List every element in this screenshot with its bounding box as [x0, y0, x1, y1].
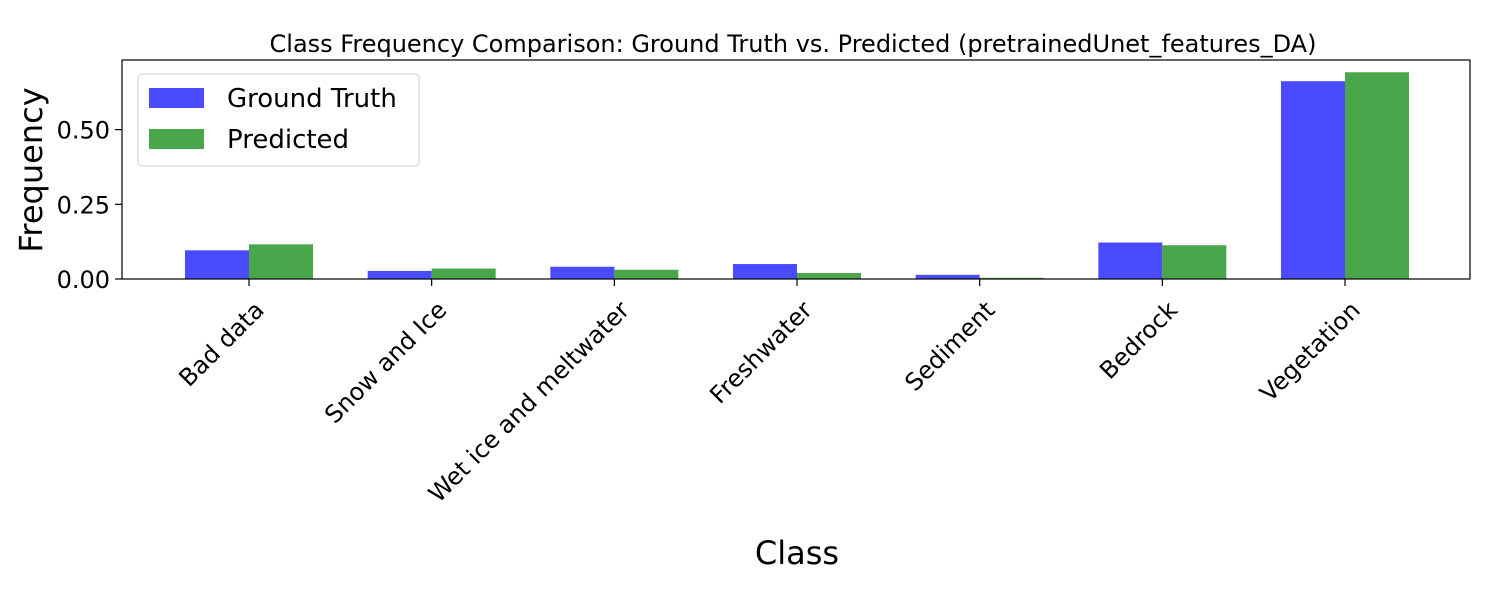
legend-label-ground-truth: Ground Truth [227, 84, 397, 114]
x-tick-label: Snow and Ice [319, 296, 452, 429]
x-tick-label: Bedrock [1094, 296, 1183, 385]
x-tick-label: Freshwater [704, 296, 817, 409]
bar-ground-truth [915, 274, 980, 279]
legend-label-predicted: Predicted [227, 125, 349, 155]
y-tick-label: 0.50 [57, 117, 110, 145]
bar-ground-truth [1098, 242, 1163, 279]
bar-predicted [1162, 245, 1227, 279]
bar-predicted [431, 268, 496, 279]
y-tick-label: 0.00 [57, 266, 110, 294]
legend-swatch-predicted [149, 129, 204, 149]
bar-predicted [614, 269, 679, 279]
bar-predicted [797, 273, 862, 279]
bar-ground-truth [185, 250, 249, 279]
x-tick-label: Wet ice and meltwater [423, 296, 635, 508]
bar-predicted [1345, 72, 1410, 279]
x-axis-label: Class [755, 534, 839, 572]
y-tick-label: 0.25 [57, 191, 110, 219]
x-tick-label: Bad data [173, 296, 269, 392]
y-axis: 0.00 0.25 0.50 [57, 117, 122, 294]
bar-predicted [249, 244, 313, 279]
x-tick-label: Sediment [899, 296, 1000, 397]
legend-swatch-ground-truth [149, 88, 204, 108]
chart-title: Class Frequency Comparison: Ground Truth… [270, 30, 1317, 58]
legend: Ground Truth Predicted [137, 73, 420, 167]
x-tick-label: Vegetation [1254, 296, 1365, 407]
bar-ground-truth [1281, 81, 1346, 279]
y-axis-label: Frequency [12, 87, 50, 252]
bar-ground-truth [550, 266, 615, 279]
bar-ground-truth [367, 270, 432, 279]
plot-area [121, 59, 1471, 280]
bars-layer [185, 72, 1410, 279]
legend-box [137, 73, 420, 167]
bar-ground-truth [733, 264, 798, 279]
